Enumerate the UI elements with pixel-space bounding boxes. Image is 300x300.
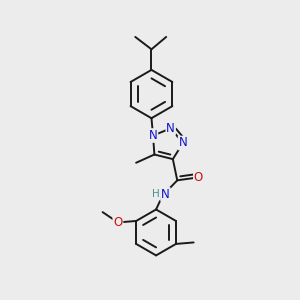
Text: N: N (166, 122, 175, 135)
Text: O: O (194, 171, 203, 184)
Text: N: N (178, 136, 187, 149)
Text: O: O (113, 216, 122, 229)
Text: N: N (161, 188, 170, 201)
Text: N: N (149, 129, 158, 142)
Text: H: H (152, 190, 160, 200)
